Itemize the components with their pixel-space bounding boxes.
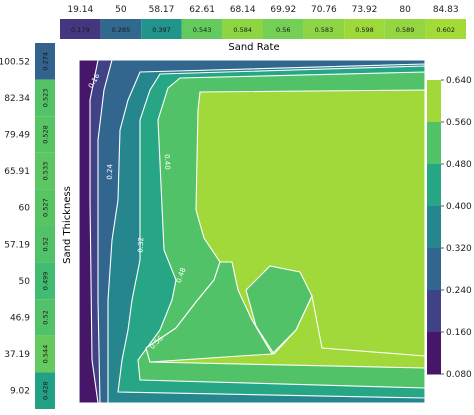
y-tick-label: 57.19 [4,240,30,250]
colorbar-tick-label: 0.240 [446,286,472,296]
contour-band [145,261,273,363]
x-marginal-strip: 0.179 0.285 0.397 0.543 0.584 0.56 0.583 0.598 0… [60,19,466,39]
colorbar-segment [427,332,441,375]
colorbar-tick-label: 0.480 [446,160,472,170]
y-marginal-value: 0.52 [42,237,50,251]
x-marginal-value: 0.56 [276,26,290,34]
y-marginal-cell [35,299,55,336]
y-marginal-value: 0.428 [42,381,50,400]
contour-plot: 0.160.240.320.400.480.56 [79,60,425,403]
y-tick-label: 37.19 [4,350,30,360]
colorbar-segment [427,290,441,333]
x-tick-label: 58.17 [149,5,175,15]
y-tick-label: 9.02 [10,387,30,397]
y-marginal-value: 0.52 [42,310,50,324]
x-marginal-cell [263,19,304,39]
x-tick-label: 84.83 [433,5,459,15]
contour-line [271,294,425,357]
contour-label: 0.40 [163,154,172,170]
x-tick-labels: 19.14 50 58.17 62.61 68.14 69.92 70.76 73.92 80 8… [67,5,458,15]
y-marginal-strip: 0.274 0.523 0.528 0.533 0.527 0.52 0.499 0.52 0.… [35,43,55,409]
contour-label: 0.24 [106,163,115,179]
x-marginal-cell [222,19,263,39]
x-marginal-value: 0.589 [396,26,415,34]
x-marginal-value: 0.397 [152,26,171,34]
x-marginal-cell [344,19,385,39]
x-marginal-value: 0.584 [233,26,252,34]
x-tick-label: 73.92 [352,5,378,15]
colorbar-tick-label: 0.160 [446,328,472,338]
x-marginal-cell [100,19,142,39]
y-tick-label: 79.49 [4,131,30,141]
y-marginal-cell [35,116,55,153]
colorbar-tick-label: 0.320 [446,244,472,254]
colorbar-tick-label: 0.560 [446,118,472,128]
y-marginal-cell [35,372,55,409]
y-marginal-cell [35,262,55,300]
x-tick-label: 69.92 [270,5,296,15]
y-marginal-value: 0.528 [42,125,50,144]
x-tick-label: 62.61 [189,5,215,15]
y-marginal-cell [35,189,55,226]
y-marginal-value: 0.544 [42,345,50,364]
x-tick-label: 19.14 [67,5,93,15]
colorbar-segment [427,80,441,123]
x-marginal-cell [60,19,101,39]
y-tick-label: 82.34 [4,94,30,104]
x-marginal-value: 0.285 [112,26,131,34]
x-marginal-cell [384,19,426,39]
contour-label: 0.32 [137,237,146,253]
y-marginal-cell [35,335,55,373]
x-tick-label: 80 [399,5,411,15]
y-marginal-value: 0.533 [42,162,50,181]
x-axis-title: Sand Rate [228,42,279,53]
x-marginal-value: 0.583 [315,26,334,34]
colorbar-segment [427,122,441,165]
x-marginal-value: 0.179 [71,26,90,34]
x-marginal-cell [303,19,345,39]
y-axis-title: Sand Thickness [62,186,73,264]
colorbar-tick-label: 0.640 [446,76,472,86]
x-marginal-value: 0.543 [193,26,212,34]
colorbar-segment [427,206,441,249]
colorbar-tick-label: 0.400 [446,202,472,212]
y-marginal-value: 0.274 [42,52,50,71]
y-tick-label: 50 [19,277,31,287]
x-marginal-cell [181,19,223,39]
y-tick-label: 60 [19,204,31,214]
y-marginal-cell [35,43,55,80]
colorbar: 0.640 0.560 0.480 0.400 0.320 0.240 0.160 0.080 [427,76,472,380]
y-tick-label: 100.52 [0,57,30,67]
x-tick-label: 50 [115,5,127,15]
x-marginal-cell [141,19,182,39]
x-tick-label: 70.76 [311,5,337,15]
y-marginal-value: 0.499 [42,272,50,291]
y-tick-label: 65.91 [4,167,30,177]
y-marginal-cell [35,152,55,190]
y-marginal-cell [35,226,55,263]
y-marginal-cell [35,79,55,117]
x-marginal-value: 0.598 [355,26,374,34]
y-tick-labels: 100.52 82.34 79.49 65.91 60 57.19 50 46.9 37.19 9… [0,57,30,396]
x-tick-label: 68.14 [230,5,256,15]
y-marginal-value: 0.523 [42,89,50,108]
y-tick-label: 46.9 [10,314,30,324]
colorbar-segment [427,248,441,291]
colorbar-tick-label: 0.080 [446,370,472,380]
x-marginal-value: 0.602 [436,26,455,34]
x-marginal-cell [425,19,466,39]
y-marginal-value: 0.527 [42,198,50,217]
colorbar-segment [427,164,441,207]
